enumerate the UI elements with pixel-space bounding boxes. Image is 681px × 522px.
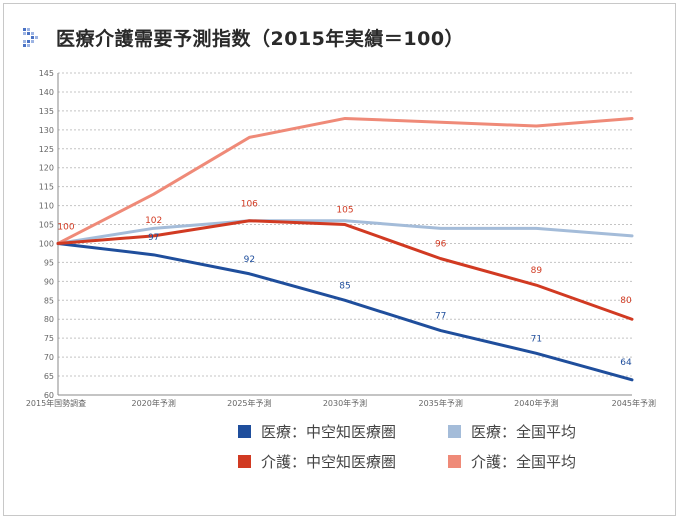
- y-tick-label: 90: [44, 277, 54, 286]
- legend-label: 医療：中空知医療圏: [261, 422, 397, 441]
- y-tick-label: 95: [44, 258, 54, 267]
- x-tick-label: 2020年予測: [131, 398, 175, 408]
- data-label: 100: [57, 222, 74, 232]
- data-label: 80: [620, 296, 632, 306]
- series-line: [56, 219, 634, 245]
- legend-swatch: [448, 454, 461, 468]
- y-tick-label: 80: [44, 315, 54, 324]
- data-label: 102: [145, 216, 162, 226]
- y-tick-label: 125: [39, 145, 54, 154]
- x-tick-label: 2025年予測: [227, 398, 271, 408]
- chart-title: 医療介護需要予測指数（2015年実績＝100）: [56, 27, 465, 50]
- series-line: [56, 241, 634, 382]
- x-tick-label: 2045年予測: [612, 398, 656, 408]
- legend-item-care-national: 介護：全国平均: [448, 451, 658, 472]
- y-tick-label: 130: [39, 126, 54, 135]
- title-row: 医療介護需要予測指数（2015年実績＝100）: [22, 22, 464, 52]
- legend-label: 介護：全国平均: [471, 452, 577, 471]
- x-tick-label: 2035年予測: [418, 398, 462, 408]
- legend-row: 医療：中空知医療圏 医療：全国平均: [238, 420, 658, 442]
- y-tick-label: 85: [44, 296, 54, 305]
- legend-label: 介護：中空知医療圏: [261, 452, 397, 471]
- legend: 医療：中空知医療圏 医療：全国平均 介護：中空知医療圏 介護：全国平均: [238, 420, 658, 480]
- y-tick-label: 105: [39, 221, 54, 230]
- data-label: 89: [531, 266, 543, 276]
- y-tick-label: 115: [39, 183, 54, 192]
- data-label: 105: [336, 206, 353, 216]
- chart-frame: [3, 3, 676, 516]
- series-line: [56, 219, 634, 321]
- legend-row: 介護：中空知医療圏 介護：全国平均: [238, 450, 658, 472]
- data-label: 106: [241, 200, 258, 210]
- y-tick-label: 110: [39, 202, 54, 211]
- y-tick-label: 65: [44, 372, 54, 381]
- data-label: 96: [435, 240, 447, 250]
- y-tick-label: 120: [39, 164, 54, 173]
- data-label: 77: [435, 312, 446, 322]
- y-tick-label: 135: [39, 107, 54, 116]
- data-label: 71: [531, 334, 542, 344]
- legend-swatch: [238, 424, 251, 438]
- data-label: 85: [339, 281, 350, 291]
- data-label: 64: [620, 358, 632, 368]
- x-tick-label: 2030年予測: [323, 398, 367, 408]
- chevron-pattern-icon: [23, 28, 38, 47]
- legend-item-medical-local: 医療：中空知医療圏: [238, 421, 448, 442]
- legend-item-medical-national: 医療：全国平均: [448, 421, 658, 442]
- y-tick-label: 60: [44, 391, 54, 400]
- legend-item-care-local: 介護：中空知医療圏: [238, 451, 448, 472]
- y-tick-label: 70: [44, 353, 54, 362]
- y-tick-label: 140: [39, 88, 54, 97]
- line-chart: 6065707580859095100105110115120125130135…: [26, 69, 656, 408]
- y-tick-label: 100: [39, 239, 54, 248]
- legend-swatch: [238, 454, 251, 468]
- x-tick-label: 2040年予測: [514, 398, 558, 408]
- x-tick-label: 2015年国勢調査: [26, 398, 86, 408]
- data-label: 97: [148, 233, 159, 243]
- legend-label: 医療：全国平均: [471, 422, 577, 441]
- legend-swatch: [448, 424, 461, 438]
- series-line: [56, 116, 634, 245]
- y-tick-label: 145: [39, 69, 54, 78]
- y-tick-label: 75: [44, 334, 54, 343]
- data-label: 92: [244, 255, 255, 265]
